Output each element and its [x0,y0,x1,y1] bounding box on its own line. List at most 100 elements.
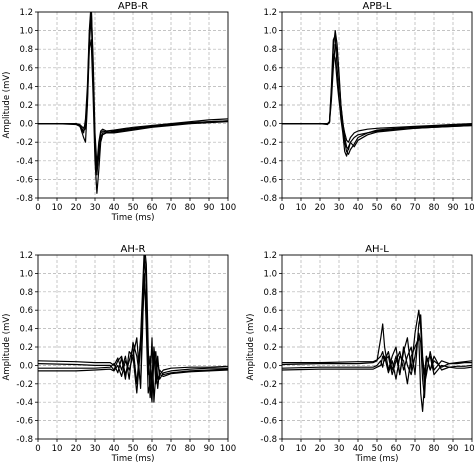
x-tick-label: 90 [204,203,215,213]
x-tick-label: 10 [296,203,307,213]
y-tick-label: 0.4 [263,325,277,335]
series-line-4 [282,332,472,399]
y-tick-label: -0.4 [260,398,277,408]
y-tick-label: -0.2 [16,138,33,148]
y-tick-label: -0.8 [260,194,277,204]
x-tick-label: 30 [90,203,101,213]
traces [282,30,472,157]
panel-title: APB-L [363,1,392,12]
x-tick-label: 60 [391,203,402,213]
series-line-3 [282,43,472,143]
x-tick-label: 20 [71,203,82,213]
y-tick-label: -0.4 [16,398,33,408]
x-tick-label: 60 [147,444,158,454]
y-tick-label: 0.4 [19,82,33,92]
y-tick-label: 0.2 [19,101,33,111]
x-tick-label: 50 [128,444,139,454]
y-tick-label: 1.2 [19,251,33,261]
x-tick-label: 20 [71,444,82,454]
x-tick-label: 100 [464,203,474,213]
x-tick-label: 30 [334,203,345,213]
series-line-1 [282,309,472,385]
x-tick-label: 30 [334,444,345,454]
x-tick-label: 40 [353,444,364,454]
y-tick-label: 1.2 [19,8,33,18]
y-tick-label: -0.2 [260,380,277,390]
y-tick-label: 0.0 [19,120,33,130]
x-tick-label: 80 [429,203,440,213]
x-tick-label: 90 [448,203,459,213]
y-axis-label: Amplitude (mV) [2,314,12,381]
x-tick-label: 20 [315,444,326,454]
x-tick-label: 100 [220,444,236,454]
y-tick-label: -0.8 [260,435,277,445]
y-tick-label: 1.0 [263,27,277,37]
y-tick-label: 0.8 [263,288,277,298]
y-tick-label: 0.2 [263,101,277,111]
x-tick-label: 80 [185,444,196,454]
y-tick-label: 0.4 [19,325,33,335]
x-axis-label: Time (ms) [355,454,399,464]
y-tick-label: -0.6 [260,175,277,185]
y-axis-label: Amplitude (mV) [2,72,12,139]
y-tick-label: 0.6 [263,306,277,316]
x-tick-label: 70 [410,203,421,213]
y-tick-label: -0.6 [16,417,33,427]
x-tick-label: 40 [109,444,120,454]
x-tick-label: 70 [166,444,177,454]
x-axis-label: Time (ms) [111,454,155,464]
y-tick-label: 0.2 [263,343,277,353]
x-tick-label: 50 [372,203,383,213]
series-line-3 [38,282,228,403]
x-tick-label: 0 [279,444,284,454]
series-line-4 [38,16,228,171]
x-tick-label: 0 [279,203,284,213]
y-tick-label: 1.2 [263,251,277,261]
series-line-2 [38,39,228,194]
y-tick-label: -0.8 [16,435,33,445]
y-tick-label: 1.0 [19,269,33,279]
y-tick-label: -0.6 [16,175,33,185]
y-tick-label: 0.8 [19,288,33,298]
y-tick-label: 0.6 [19,64,33,74]
x-tick-label: 0 [35,203,40,213]
x-tick-label: 40 [109,203,120,213]
x-tick-label: 50 [128,203,139,213]
x-tick-label: 50 [372,444,383,454]
x-tick-label: 70 [410,444,421,454]
x-tick-label: 10 [52,203,63,213]
y-tick-label: 1.0 [263,269,277,279]
y-tick-label: 0.2 [19,343,33,353]
y-tick-label: -0.4 [16,157,33,167]
x-tick-label: 60 [391,444,402,454]
traces [38,12,228,194]
panel-title: AH-L [365,244,389,255]
panel-title: AH-R [121,244,146,255]
y-tick-label: 0.0 [19,361,33,371]
y-tick-label: -0.2 [260,138,277,148]
x-tick-label: 30 [90,444,101,454]
x-tick-label: 90 [204,444,215,454]
x-tick-label: 40 [353,203,364,213]
y-tick-label: 0.0 [263,361,277,371]
panel-1: 0 10 20 30 40 50 60 70 80 90 100 -0.8 -0.6 -0.4 -0.2 0.… [2,1,236,223]
x-tick-label: 100 [220,203,236,213]
panel-4: 0 10 20 30 40 50 60 70 80 90 100 -0.8 -0.6 -0.4 -0.2 0.… [246,244,474,464]
x-tick-label: 80 [185,203,196,213]
y-tick-label: 1.0 [19,27,33,37]
x-tick-label: 20 [315,203,326,213]
y-tick-label: 0.6 [19,306,33,316]
y-tick-label: -0.8 [16,194,33,204]
y-tick-label: -0.6 [260,417,277,427]
y-tick-label: 0.8 [263,45,277,55]
y-tick-label: 0.6 [263,64,277,74]
x-tick-label: 100 [464,444,474,454]
y-tick-label: 1.2 [263,8,277,18]
x-axis-label: Time (ms) [111,213,155,223]
y-tick-label: 0.0 [263,120,277,130]
x-tick-label: 10 [296,444,307,454]
panel-3: 0 10 20 30 40 50 60 70 80 90 100 -0.8 -0.6 -0.4 -0.2 0.… [2,244,236,464]
y-tick-label: -0.2 [16,380,33,390]
panel-title: APB-R [118,1,148,12]
